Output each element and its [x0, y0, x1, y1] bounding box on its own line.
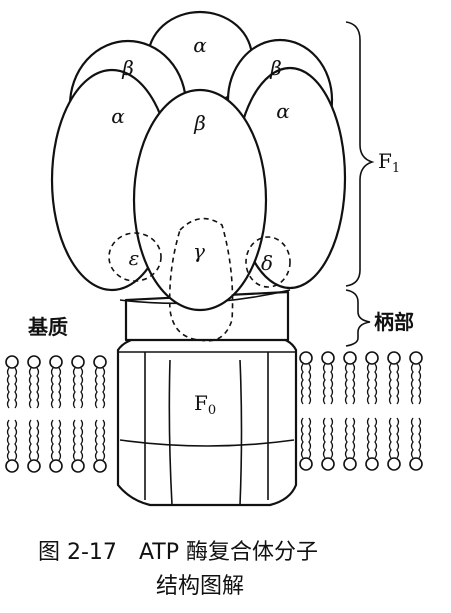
figure-title-line1: ATP 酶复合体分子 — [138, 540, 318, 565]
f1-head — [50, 10, 347, 312]
label-beta-left: β — [121, 56, 134, 80]
label-gamma: γ — [193, 239, 205, 263]
label-beta-center: β — [193, 111, 206, 135]
f1-label: F1 — [378, 149, 400, 176]
membrane-left — [5, 355, 107, 473]
atp-synthase-diagram: α β β α β α ε γ δ F1 柄部 基质 F0 — [5, 10, 423, 507]
label-epsilon: ε — [129, 246, 140, 270]
matrix-label: 基质 — [28, 315, 68, 339]
label-beta-right: β — [269, 56, 282, 80]
label-alpha-right: α — [276, 99, 290, 123]
label-alpha-top: α — [193, 33, 207, 57]
figure-number: 图 2-17 — [38, 540, 117, 565]
f0-label: F0 — [194, 391, 216, 418]
figure-caption: 图 2-17 ATP 酶复合体分子 结构图解 — [38, 536, 438, 604]
stalk-brace — [345, 289, 371, 347]
f1-brace — [345, 21, 375, 287]
membrane-right — [299, 351, 423, 471]
stalk-label: 柄部 — [374, 310, 414, 334]
label-delta: δ — [261, 251, 273, 275]
inner-subunits — [108, 217, 291, 342]
label-alpha-left: α — [111, 104, 125, 128]
figure-title-line2: 结构图解 — [156, 574, 245, 599]
f0-base — [116, 334, 298, 507]
